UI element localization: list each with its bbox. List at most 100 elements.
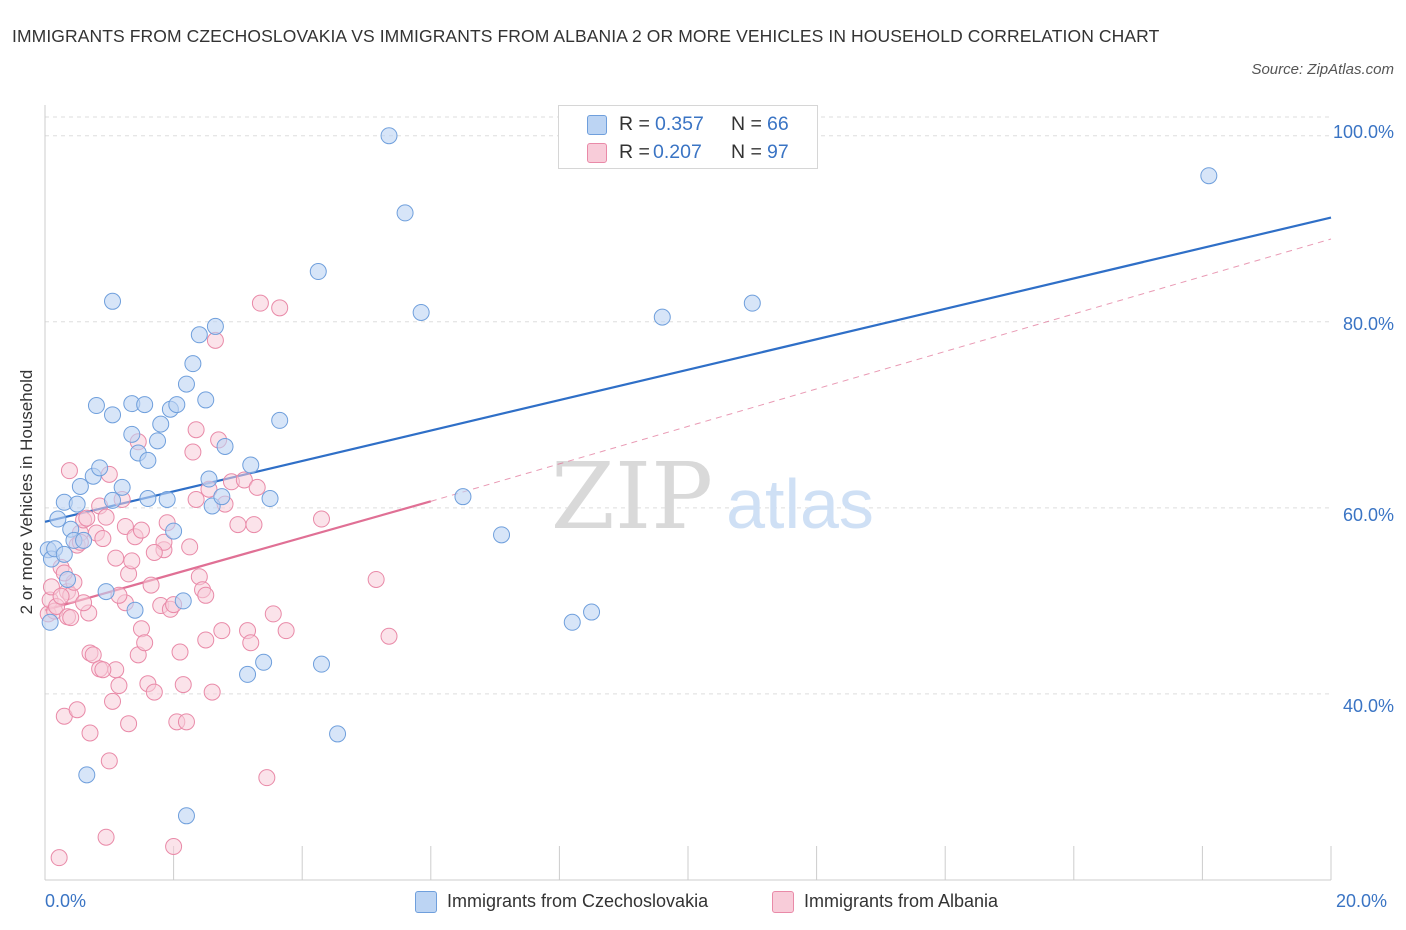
albania-trend-extension (430, 238, 1332, 502)
albania-point (123, 552, 141, 570)
albania-point (94, 530, 112, 548)
albania-point (171, 643, 189, 661)
czechoslovakia-point (200, 470, 218, 488)
albania-point (235, 471, 253, 489)
czechoslovakia-point (190, 326, 208, 344)
albania-point (120, 715, 138, 733)
albania-point (107, 549, 125, 567)
albania-point (181, 538, 199, 556)
y-tick-label: 60.0% (1342, 505, 1394, 525)
czechoslovakia-point (139, 451, 157, 469)
czechoslovakia-point (78, 766, 96, 784)
legend-swatch-pink (587, 143, 607, 163)
albania-point (60, 462, 78, 480)
y-tick-label: 80.0% (1342, 314, 1394, 334)
albania-point (174, 676, 192, 694)
albania-point (271, 299, 289, 317)
albania-point (184, 443, 202, 461)
watermark: ZIP atlas (551, 443, 874, 550)
bottom-legend-albania: Immigrants from Albania (772, 888, 1052, 916)
czechoslovakia-point (743, 294, 761, 312)
legend-r-label: R = (619, 141, 650, 163)
czechoslovakia-point (454, 488, 472, 506)
czechoslovakia-point (104, 406, 122, 424)
albania-point (100, 752, 118, 770)
albania-point (197, 631, 215, 649)
legend-r-value: 0.207 (653, 141, 702, 163)
albania-point (197, 586, 215, 604)
albania-point (68, 701, 86, 719)
czechoslovakia-point (91, 459, 109, 477)
czechoslovakia-point (184, 355, 202, 373)
czechoslovakia-point (41, 613, 59, 631)
albania-point (97, 508, 115, 526)
x-tick-label: 20.0% (1336, 891, 1388, 911)
czechoslovakia-point (174, 592, 192, 610)
albania-point (142, 576, 160, 594)
czechoslovakia-point (165, 522, 183, 540)
czechoslovakia-point (563, 613, 581, 631)
czechoslovakia-point (396, 204, 414, 222)
bottom-legend-label: Immigrants from Czechoslovakia (447, 891, 709, 911)
bottom-legend-swatch-pink (772, 891, 794, 913)
albania-point (132, 620, 150, 638)
albania-point (277, 622, 295, 640)
czechoslovakia-point (158, 490, 176, 508)
czechoslovakia-point (104, 491, 122, 509)
albania-point (229, 516, 247, 534)
czechoslovakia-point (126, 601, 144, 619)
czechoslovakia-point (242, 456, 260, 474)
czechoslovakia-point (197, 391, 215, 409)
source-label: Source: ZipAtlas.com (1251, 61, 1394, 78)
czechoslovakia-point (149, 432, 167, 450)
czechoslovakia-point (68, 495, 86, 513)
albania-point (312, 510, 330, 528)
albania-point (75, 594, 93, 612)
trend-lines (44, 216, 1332, 612)
x-tick-label: 0.0% (45, 891, 87, 911)
czechoslovakia-point (71, 477, 89, 495)
czechoslovakia-point (177, 375, 195, 393)
czechoslovakia-point (583, 603, 601, 621)
albania-point (104, 692, 122, 710)
albania-point (248, 478, 266, 496)
albania-point (52, 587, 70, 605)
albania-point (145, 544, 163, 562)
watermark-atlas: atlas (726, 465, 874, 543)
albania-point (145, 683, 163, 701)
legend-n-label: N = (731, 113, 762, 135)
albania-point (203, 683, 221, 701)
czechoslovakia-point (329, 725, 347, 743)
bottom-legend-swatch-blue (415, 891, 437, 913)
albania-point (187, 490, 205, 508)
czechoslovakia-point (216, 437, 234, 455)
czechoslovakia-point (168, 396, 186, 414)
correlation-legend: R = 0.357 N = 66 R = 0.207 N = 97 (558, 105, 818, 169)
albania-point (97, 828, 115, 846)
czechoslovakia-point (309, 263, 327, 281)
albania-point (50, 849, 68, 867)
albania-point (132, 521, 150, 539)
czechoslovakia-point (1200, 167, 1218, 185)
axes (44, 105, 1332, 881)
legend-n-value: 97 (767, 141, 789, 163)
czechoslovakia-point (206, 317, 224, 335)
data-points (39, 127, 1218, 867)
czechoslovakia-point (177, 807, 195, 825)
czechoslovakia-point (213, 488, 231, 506)
czechoslovakia-point (97, 583, 115, 601)
albania-point (245, 516, 263, 534)
czechoslovakia-point (239, 665, 257, 683)
czechoslovakia-point (55, 545, 73, 563)
albania-point (264, 605, 282, 623)
watermark-zip: ZIP (551, 443, 713, 550)
czechoslovakia-point (493, 526, 511, 544)
czechoslovakia-point (653, 308, 671, 326)
albania-point (110, 677, 128, 695)
legend-r-value: 0.357 (655, 113, 704, 135)
albania-point (84, 646, 102, 664)
czechoslovakia-point (123, 425, 141, 443)
czechoslovakia-point (261, 490, 279, 508)
y-axis-label: 2 or more Vehicles in Household (17, 369, 36, 615)
